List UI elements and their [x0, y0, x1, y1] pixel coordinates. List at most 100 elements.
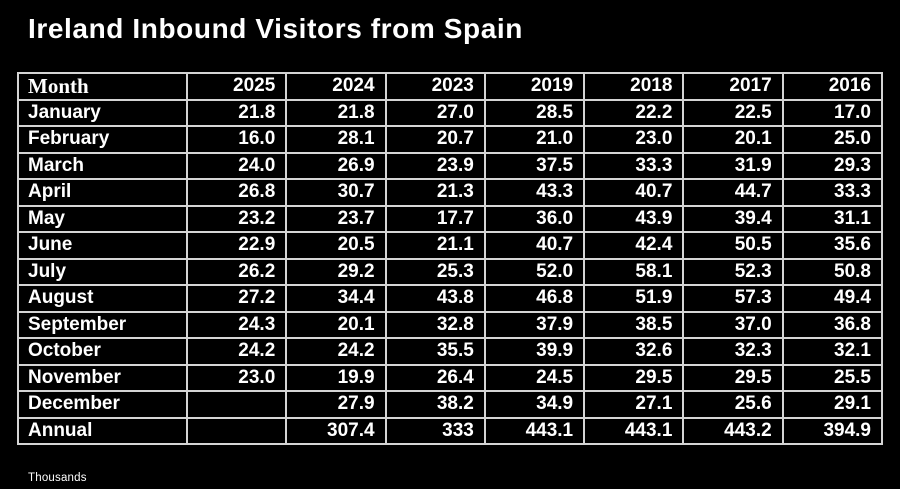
- value-cell: 25.0: [781, 125, 884, 154]
- value-cell: 31.1: [781, 204, 884, 233]
- value-cell: 38.2: [384, 390, 486, 419]
- value-cell: 21.8: [285, 98, 387, 127]
- table-row: January 21.8 21.8 27.0 28.5 22.2 22.5 17.0: [17, 98, 884, 127]
- value-cell: 39.4: [682, 204, 784, 233]
- units-footnote: Thousands: [28, 472, 87, 484]
- value-cell: 33.3: [781, 178, 884, 207]
- value-cell: 443.2: [682, 416, 784, 445]
- value-cell: 38.5: [583, 310, 685, 339]
- value-cell: 51.9: [583, 284, 685, 313]
- value-cell: 27.0: [384, 98, 486, 127]
- value-cell: 25.6: [682, 390, 784, 419]
- month-cell: August: [17, 284, 188, 313]
- value-cell: 29.2: [285, 257, 387, 286]
- value-cell: 24.3: [185, 310, 288, 339]
- year-column-header: 2024: [285, 72, 387, 101]
- value-cell: 22.2: [583, 98, 685, 127]
- month-cell: June: [17, 231, 188, 260]
- value-cell: 21.8: [185, 98, 288, 127]
- month-cell: March: [17, 151, 188, 180]
- table-header: Month 2025 2024 2023 2019 2018 2017 2016: [17, 72, 884, 101]
- table-row: February 16.0 28.1 20.7 21.0 23.0 20.1 25.0: [17, 125, 884, 154]
- value-cell: 33.3: [583, 151, 685, 180]
- value-cell: 43.8: [384, 284, 486, 313]
- value-cell: 34.4: [285, 284, 387, 313]
- value-cell: 32.3: [682, 337, 784, 366]
- month-cell: October: [17, 337, 188, 366]
- visitors-table: Month 2025 2024 2023 2019 2018 2017 2016 Januar…: [17, 72, 884, 445]
- month-cell: December: [17, 390, 188, 419]
- month-cell: September: [17, 310, 188, 339]
- table-row: September 24.3 20.1 32.8 37.9 38.5 37.0 36.8: [17, 310, 884, 339]
- year-column-header: 2019: [483, 72, 586, 101]
- value-cell: 39.9: [483, 337, 586, 366]
- month-cell: April: [17, 178, 188, 207]
- table-row: November 23.0 19.9 26.4 24.5 29.5 29.5 25.5: [17, 363, 884, 392]
- table-row: June 22.9 20.5 21.1 40.7 42.4 50.5 35.6: [17, 231, 884, 260]
- value-cell: 23.2: [185, 204, 288, 233]
- value-cell: 44.7: [682, 178, 784, 207]
- value-cell: 52.0: [483, 257, 586, 286]
- page-title: Ireland Inbound Visitors from Spain: [28, 13, 523, 44]
- value-cell: 43.3: [483, 178, 586, 207]
- value-cell: 24.5: [483, 363, 586, 392]
- value-cell: 43.9: [583, 204, 685, 233]
- value-cell: 49.4: [781, 284, 884, 313]
- value-cell: 21.3: [384, 178, 486, 207]
- value-cell: 333: [384, 416, 486, 445]
- value-cell: 29.1: [781, 390, 884, 419]
- value-cell: 30.7: [285, 178, 387, 207]
- value-cell: 32.8: [384, 310, 486, 339]
- value-cell: 52.3: [682, 257, 784, 286]
- value-cell: 29.5: [583, 363, 685, 392]
- value-cell: 26.8: [185, 178, 288, 207]
- table-row: April 26.8 30.7 21.3 43.3 40.7 44.7 33.3: [17, 178, 884, 207]
- value-cell: 32.6: [583, 337, 685, 366]
- value-cell: 25.5: [781, 363, 884, 392]
- value-cell: 20.7: [384, 125, 486, 154]
- value-cell: 28.5: [483, 98, 586, 127]
- value-cell: 35.5: [384, 337, 486, 366]
- value-cell: 24.0: [185, 151, 288, 180]
- value-cell: 57.3: [682, 284, 784, 313]
- value-cell: 25.3: [384, 257, 486, 286]
- value-cell: 23.7: [285, 204, 387, 233]
- month-cell: February: [17, 125, 188, 154]
- value-cell: 22.5: [682, 98, 784, 127]
- table-row: March 24.0 26.9 23.9 37.5 33.3 31.9 29.3: [17, 151, 884, 180]
- month-cell: November: [17, 363, 188, 392]
- value-cell: 21.1: [384, 231, 486, 260]
- table-row: July 26.2 29.2 25.3 52.0 58.1 52.3 50.8: [17, 257, 884, 286]
- value-cell: 37.0: [682, 310, 784, 339]
- value-cell: [185, 390, 288, 419]
- year-column-header: 2016: [781, 72, 884, 101]
- value-cell: 27.1: [583, 390, 685, 419]
- value-cell: 16.0: [185, 125, 288, 154]
- value-cell: 50.8: [781, 257, 884, 286]
- value-cell: 27.9: [285, 390, 387, 419]
- value-cell: 17.0: [781, 98, 884, 127]
- value-cell: 26.9: [285, 151, 387, 180]
- value-cell: 307.4: [285, 416, 387, 445]
- value-cell: 40.7: [583, 178, 685, 207]
- year-column-header: 2025: [185, 72, 288, 101]
- value-cell: 36.0: [483, 204, 586, 233]
- value-cell: 32.1: [781, 337, 884, 366]
- year-column-header: 2018: [583, 72, 685, 101]
- value-cell: 29.3: [781, 151, 884, 180]
- header-row: Month 2025 2024 2023 2019 2018 2017 2016: [17, 72, 884, 101]
- value-cell: 46.8: [483, 284, 586, 313]
- table-body: January 21.8 21.8 27.0 28.5 22.2 22.5 17.0 Febru…: [17, 98, 884, 445]
- value-cell: 36.8: [781, 310, 884, 339]
- value-cell: 22.9: [185, 231, 288, 260]
- value-cell: 17.7: [384, 204, 486, 233]
- value-cell: 58.1: [583, 257, 685, 286]
- value-cell: 34.9: [483, 390, 586, 419]
- table-row: December 27.9 38.2 34.9 27.1 25.6 29.1: [17, 390, 884, 419]
- value-cell: 31.9: [682, 151, 784, 180]
- value-cell: 19.9: [285, 363, 387, 392]
- value-cell: 27.2: [185, 284, 288, 313]
- table-row: October 24.2 24.2 35.5 39.9 32.6 32.3 32.1: [17, 337, 884, 366]
- month-column-header: Month: [17, 72, 188, 101]
